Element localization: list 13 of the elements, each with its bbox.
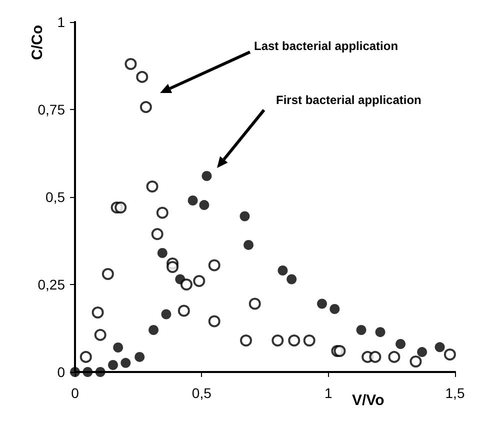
x-tick-label: 1 (324, 385, 332, 401)
y-axis-title: C/Co (29, 25, 46, 60)
y-tick-label: 0,75 (38, 102, 66, 118)
y-tick-label: 0,25 (38, 276, 66, 292)
x-tick-label: 0,5 (192, 385, 212, 401)
y-tick-label: 0 (57, 364, 66, 380)
x-tick-label: 1,5 (445, 385, 465, 401)
y-tick-label: 1 (57, 14, 66, 30)
y-tick-label: 0,5 (46, 189, 66, 205)
x-axis-title: V/Vo (352, 392, 384, 409)
annotation: Last bacterial application (254, 39, 398, 53)
x-tick-label: 0 (71, 385, 80, 401)
annotation: First bacterial application (276, 93, 422, 107)
